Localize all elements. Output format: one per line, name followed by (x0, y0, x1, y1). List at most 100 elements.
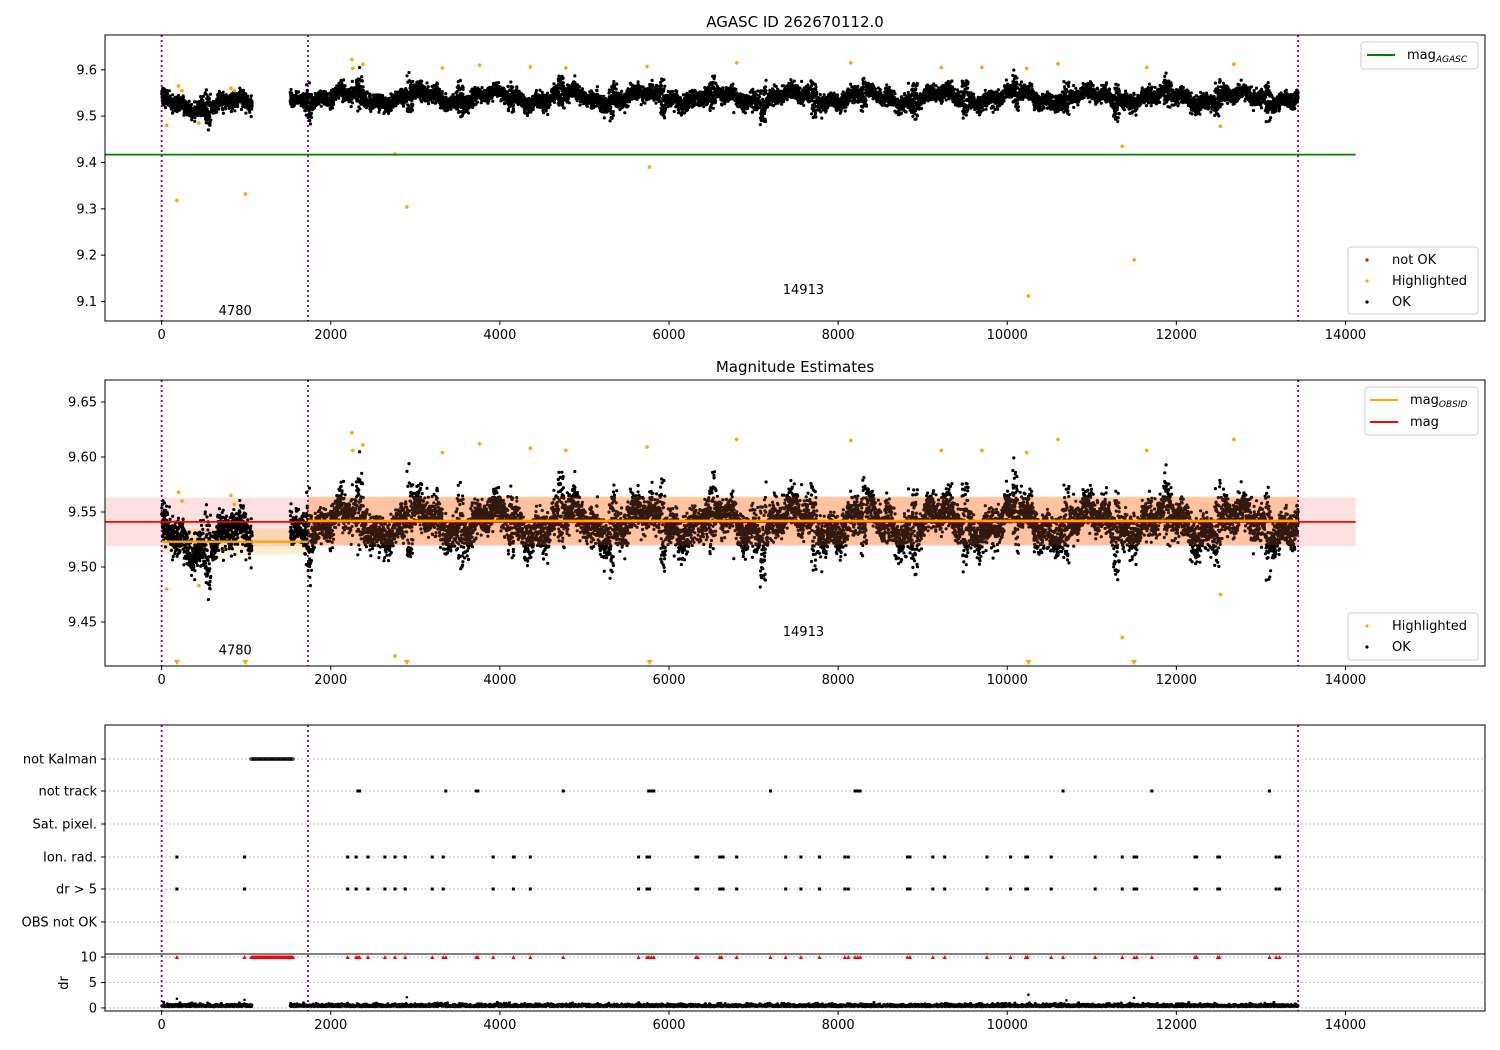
obsid-label: 4780 (219, 644, 252, 659)
p2-xtick-label: 14000 (1325, 673, 1366, 688)
highlighted-point (849, 61, 853, 65)
flag-point (931, 855, 935, 859)
highlighted-point (164, 587, 169, 591)
highlighted-point (849, 438, 853, 443)
flag-point (273, 757, 277, 761)
flag-point (354, 855, 358, 859)
highlighted-point (647, 165, 652, 169)
flag-point (287, 757, 291, 761)
dr-clipped-marker (430, 955, 435, 960)
flag-point (358, 789, 362, 793)
p2-xtick-label: 0 (158, 673, 166, 688)
highlighted-point (180, 88, 184, 93)
dr-clipped-marker (441, 955, 446, 960)
flag-point (356, 789, 360, 793)
dr-clipped-marker (1008, 955, 1013, 960)
flag-point (1049, 855, 1053, 859)
p2-ytick-label: 9.45 (68, 616, 97, 631)
p2-xtick-label: 12000 (1156, 673, 1197, 688)
dr-point (243, 998, 246, 1002)
dr-clipped-marker (1194, 955, 1199, 960)
flag-point (1274, 855, 1278, 859)
highlighted-point (180, 499, 184, 503)
dr-clipped-marker (1217, 955, 1222, 960)
dr-point (1065, 999, 1068, 1002)
highlighted-point (405, 205, 409, 209)
flag-point (637, 855, 641, 859)
flag-label: Sat. pixel. (33, 818, 97, 833)
p3-xtick-label: 2000 (314, 1018, 347, 1033)
dr-ytick-label: 5 (89, 976, 97, 991)
flag-point (262, 757, 267, 761)
flag-label: dr > 5 (56, 883, 97, 898)
flag-point (393, 855, 397, 859)
p2-ytick-label: 9.50 (68, 561, 97, 576)
flag-point (1009, 887, 1013, 891)
p1-xtick-label: 4000 (483, 328, 516, 343)
flag-point (985, 855, 989, 859)
p2-ytick-label: 9.60 (68, 451, 97, 466)
highlighted-point (361, 62, 365, 67)
flag-point (286, 757, 290, 761)
highlighted-point (229, 493, 233, 498)
dr-clipped-marker (1025, 955, 1030, 960)
panel1-title: AGASC ID 262670112.0 (706, 13, 884, 31)
flag-point (274, 757, 278, 761)
dr-points (160, 1000, 1300, 1009)
flag-point (1216, 887, 1220, 891)
highlighted-point (564, 66, 568, 70)
flag-point (1195, 855, 1199, 859)
flag-point (735, 887, 739, 891)
flag-point (1216, 855, 1220, 859)
p3-xtick-label: 10000 (987, 1018, 1028, 1033)
out-of-range-marker (173, 660, 180, 665)
flag-point (1278, 855, 1282, 859)
flag-point (393, 887, 397, 891)
dr-clipped-marker (1134, 955, 1139, 960)
panel-agasc-magnitude: AGASC ID 262670112.0 4780 14913 0 2000 4000… (76, 13, 1486, 343)
dr-clipped-marker (242, 955, 247, 960)
flag-point (905, 855, 909, 859)
flag-point (637, 887, 641, 891)
highlighted-point (645, 64, 649, 69)
highlighted-point (939, 65, 944, 70)
flag-point (285, 757, 289, 761)
dr-clipped-marker (783, 955, 788, 960)
flag-point (1267, 789, 1271, 793)
dr-clipped-marker (561, 955, 566, 960)
flag-point (175, 887, 179, 891)
flag-point (784, 887, 788, 891)
flag-point (277, 757, 282, 761)
p1-xtick-label: 14000 (1325, 328, 1366, 343)
highlighted-point (1218, 124, 1223, 129)
flag-point (1024, 855, 1028, 859)
flag-point (784, 855, 788, 859)
flag-point (430, 855, 434, 859)
out-of-range-marker (403, 660, 410, 665)
flag-point (271, 757, 276, 761)
flag-point (1093, 855, 1097, 859)
p3-xtick-label: 0 (158, 1018, 166, 1033)
flag-point (528, 887, 532, 891)
flag-point (1193, 855, 1197, 859)
p1-ytick-label: 9.6 (76, 63, 97, 78)
highlighted-point (197, 121, 201, 125)
highlighted-point (1120, 144, 1125, 149)
highlighted-point (1132, 258, 1136, 262)
flag-point (908, 855, 912, 859)
dr-point (175, 997, 179, 1001)
flag-point (1120, 887, 1124, 891)
flag-point (256, 757, 261, 761)
dr-clipped-marker (403, 955, 408, 960)
flag-point (1093, 887, 1097, 891)
flag-point (818, 855, 822, 859)
highlighted-point (564, 448, 568, 453)
dr-clipped-marker (528, 955, 533, 960)
legend-not-ok: not OK (1392, 253, 1437, 268)
flag-point (1150, 789, 1154, 793)
highlighted-point (477, 63, 482, 67)
highlighted-point (1024, 66, 1029, 71)
highlighted-point (393, 654, 397, 658)
highlighted-point (528, 65, 533, 69)
flag-point (255, 757, 260, 761)
